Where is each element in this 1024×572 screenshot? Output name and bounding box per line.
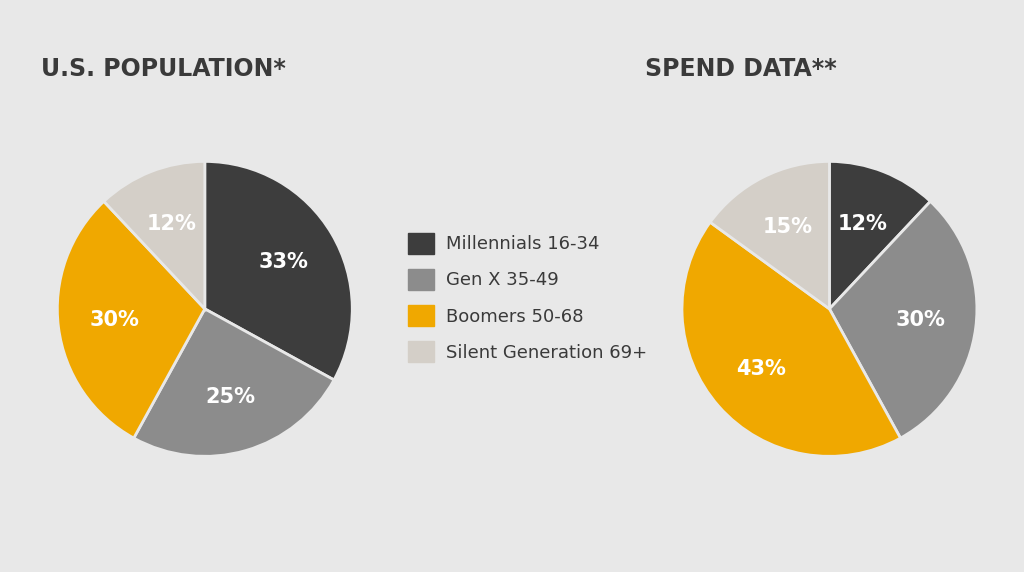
Text: 43%: 43% [736,359,785,379]
Text: U.S. POPULATION*: U.S. POPULATION* [41,57,286,81]
Wedge shape [134,309,334,456]
Text: 33%: 33% [258,252,308,272]
Text: 12%: 12% [839,214,888,234]
Text: 30%: 30% [895,311,945,331]
Wedge shape [711,161,829,309]
Text: 12%: 12% [146,214,196,234]
Text: SPEND DATA**: SPEND DATA** [645,57,837,81]
Text: 30%: 30% [89,311,139,331]
Wedge shape [829,201,977,438]
Wedge shape [682,222,900,456]
Wedge shape [205,161,352,380]
Wedge shape [829,161,931,309]
Text: 25%: 25% [205,387,255,407]
Wedge shape [103,161,205,309]
Text: 15%: 15% [763,217,813,237]
Wedge shape [57,201,205,438]
Legend: Millennials 16-34, Gen X 35-49, Boomers 50-68, Silent Generation 69+: Millennials 16-34, Gen X 35-49, Boomers … [409,233,647,362]
